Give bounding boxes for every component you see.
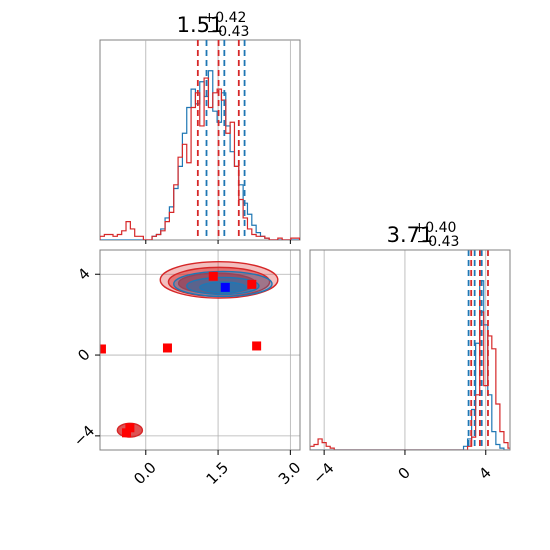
- panel-hist-param-2-frame: [309, 249, 511, 451]
- 2d-red-marker-2: [252, 341, 262, 351]
- 2d-red-marker-6: [122, 428, 132, 438]
- panel-hist-param-1-frame: [99, 39, 301, 241]
- title-param-1: 1.51: [177, 13, 224, 37]
- panel-hist-param-2: −4 0 4: [309, 249, 511, 487]
- title-param-2-value: 3.71: [387, 223, 434, 247]
- 2d-red-marker-5: [125, 423, 135, 433]
- 2d-ytick-label-0: −4: [70, 422, 98, 450]
- title-param-2-minus: −0.43: [417, 234, 460, 250]
- 2d-ytick-label-2: 4: [74, 265, 93, 284]
- panel-hist-param-1-marks: [100, 40, 300, 240]
- hist-param-1-hist-red: [100, 77, 300, 240]
- 2d-ytick-label-1: 0: [74, 345, 93, 364]
- panel-2d-density-y-ticks: −4 0 4: [70, 265, 100, 450]
- 2d-red-marker-3: [208, 271, 218, 281]
- 2d-red-marker-1: [162, 343, 172, 353]
- 2d-xtick-label-0: 0.0: [130, 458, 160, 488]
- title-param-1-plus: +0.42: [204, 10, 247, 26]
- hist-param-2-xtick-label-0: −4: [309, 459, 337, 487]
- hist-param-2-xtick-label-2: 4: [475, 464, 494, 483]
- hist-param-2-xtick-label-1: 0: [395, 464, 414, 483]
- panel-hist-param-2-marks: [310, 250, 510, 450]
- 2d-red-marker-4: [247, 279, 257, 289]
- panel-2d-density-x-ticks: 0.0 1.5 3.0: [130, 450, 304, 488]
- 2d-red-marker-0: [100, 344, 106, 354]
- panel-2d-density-marks: [100, 261, 279, 438]
- 2d-xtick-label-2: 3.0: [275, 458, 305, 488]
- panel-hist-param-2-grid: [323, 250, 487, 450]
- hist-param-2-hist-red: [310, 311, 510, 450]
- title-param-1-minus: −0.43: [207, 24, 250, 40]
- 2d-xtick-label-1: 1.5: [203, 458, 233, 488]
- title-param-2: 3.71: [387, 223, 434, 247]
- title-param-2-plus: +0.40: [414, 220, 457, 236]
- title-param-1-value: 1.51: [177, 13, 224, 37]
- 2d-blue-marker-0: [220, 282, 230, 292]
- panel-2d-density: 0.0 1.5 3.0 −4 0 4: [70, 249, 304, 488]
- panel-hist-param-2-x-ticks: −4 0 4: [309, 450, 495, 487]
- panel-hist-param-1: [99, 39, 301, 244]
- panel-2d-density-frame: [99, 249, 301, 451]
